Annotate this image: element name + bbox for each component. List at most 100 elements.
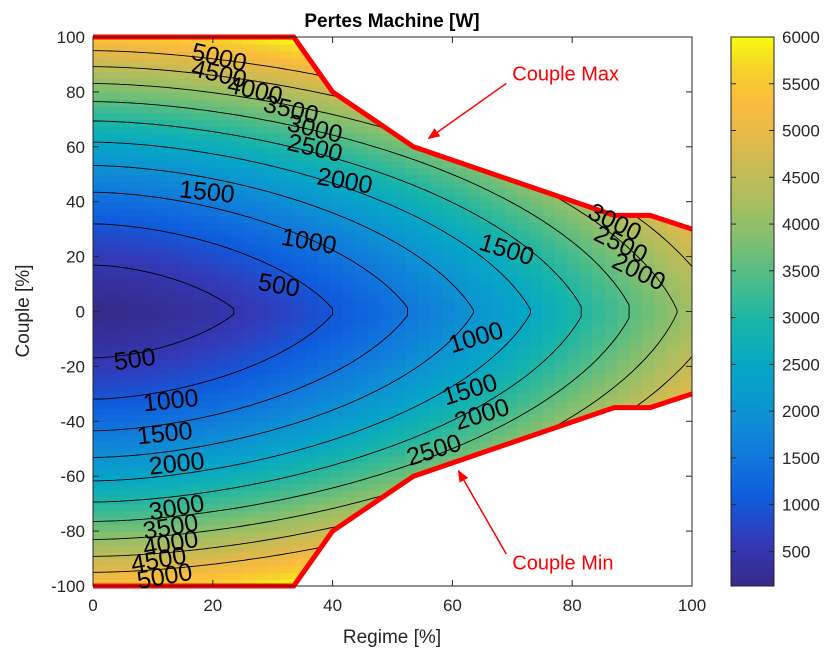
map-cell — [629, 373, 643, 381]
map-cell — [105, 284, 119, 292]
map-cell — [130, 105, 144, 114]
map-cell — [330, 414, 344, 422]
map-cell — [404, 270, 419, 278]
map-cell — [342, 373, 356, 381]
map-cell — [242, 181, 256, 189]
map-cell — [317, 126, 331, 134]
map-cell — [667, 318, 681, 326]
map-cell — [579, 338, 593, 347]
map-cell — [467, 338, 481, 347]
map-cell — [305, 544, 319, 553]
map-cell — [292, 483, 306, 491]
map-cell — [517, 229, 531, 237]
map-cell — [342, 325, 356, 333]
map-cell — [255, 366, 269, 374]
map-cell — [192, 393, 207, 402]
map-cell — [205, 544, 219, 553]
map-cell — [629, 352, 643, 361]
map-cell — [554, 263, 568, 272]
map-cell — [280, 332, 294, 340]
map-cell — [167, 544, 182, 553]
map-cell — [205, 386, 219, 395]
map-cell — [242, 366, 256, 374]
map-cell — [280, 297, 294, 306]
map-cell — [242, 91, 256, 100]
map-cell — [604, 352, 618, 361]
map-cell — [192, 215, 207, 223]
map-cell — [180, 537, 194, 546]
map-cell — [255, 98, 269, 107]
x-tick-label: 100 — [678, 596, 706, 615]
map-cell — [93, 462, 107, 471]
map-cell — [305, 462, 319, 471]
map-cell — [404, 400, 419, 409]
map-cell — [180, 187, 194, 196]
map-cell — [429, 428, 444, 436]
map-cell — [117, 400, 132, 409]
map-cell — [305, 386, 319, 395]
map-cell — [192, 290, 207, 299]
map-cell — [230, 380, 244, 388]
map-cell — [404, 201, 419, 210]
map-cell — [567, 277, 581, 285]
map-cell — [554, 407, 568, 416]
map-cell — [604, 373, 618, 381]
map-cell — [155, 57, 169, 66]
colorbar-tick-label: 3500 — [782, 262, 820, 281]
map-cell — [479, 290, 494, 299]
map-cell — [404, 208, 419, 217]
map-cell — [242, 572, 256, 580]
map-cell — [93, 64, 107, 73]
map-cell — [604, 236, 618, 244]
map-cell — [404, 469, 419, 477]
map-cell — [167, 297, 182, 306]
map-cell — [142, 558, 157, 567]
map-cell — [167, 496, 182, 505]
map-cell — [454, 435, 469, 443]
map-cell — [142, 476, 157, 484]
map-cell — [180, 407, 194, 416]
map-cell — [142, 428, 157, 436]
map-cell — [454, 421, 469, 429]
map-cell — [93, 249, 107, 258]
map-cell — [255, 565, 269, 573]
map-cell — [504, 435, 518, 443]
map-cell — [429, 194, 444, 203]
map-cell — [592, 311, 606, 320]
map-cell — [392, 297, 406, 306]
contour-label: 500 — [112, 343, 157, 377]
map-cell — [255, 160, 269, 169]
map-cell — [667, 359, 681, 368]
map-cell — [217, 441, 231, 450]
map-cell — [267, 414, 281, 422]
map-cell — [280, 229, 294, 237]
map-cell — [479, 441, 494, 450]
map-cell — [230, 146, 244, 155]
map-cell — [280, 160, 294, 169]
map-cell — [217, 57, 231, 66]
map-cell — [529, 380, 543, 388]
map-cell — [342, 284, 356, 292]
chart-title: Pertes Machine [W] — [304, 11, 479, 32]
map-cell — [504, 297, 518, 306]
map-cell — [267, 373, 281, 381]
map-cell — [642, 332, 656, 340]
map-cell — [517, 366, 531, 374]
map-cell — [642, 215, 656, 223]
map-cell — [230, 476, 244, 484]
map-cell — [504, 345, 518, 354]
map-cell — [504, 236, 518, 244]
map-cell — [330, 462, 344, 471]
map-cell — [93, 37, 107, 45]
map-cell — [504, 386, 518, 395]
map-cell — [255, 249, 269, 258]
map-cell — [467, 242, 481, 251]
map-cell — [367, 236, 381, 244]
map-cell — [342, 366, 356, 374]
map-cell — [642, 297, 656, 306]
map-cell — [342, 222, 356, 230]
map-cell — [355, 407, 369, 416]
map-cell — [155, 510, 169, 519]
map-cell — [330, 105, 344, 114]
y-tick-label: -20 — [60, 357, 85, 376]
